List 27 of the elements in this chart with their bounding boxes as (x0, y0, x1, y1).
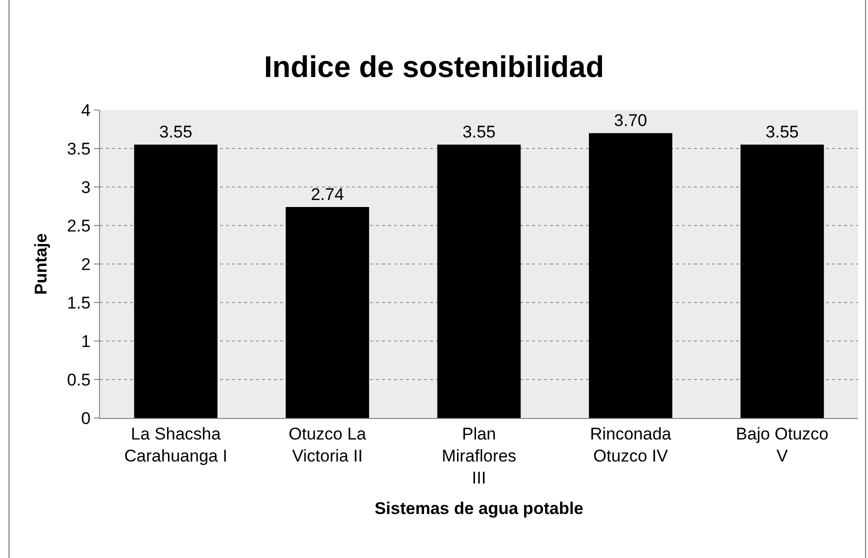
data-label: 3.70 (614, 111, 648, 130)
bar (740, 144, 824, 418)
x-tick-label: Rinconada Otuzco IV (590, 424, 672, 466)
data-label: 3.55 (159, 122, 192, 142)
x-axis-title: Sistemas de agua potable (374, 499, 584, 518)
y-axis-title: Puntaje (32, 233, 51, 295)
x-tick-label: Otuzco La Victoria II (288, 424, 367, 466)
bar (134, 144, 218, 418)
x-tick-label: Plan Miraflores III (442, 424, 516, 488)
data-label: 3.55 (462, 122, 496, 142)
data-label: 3.55 (766, 122, 799, 142)
y-tick-label: 2 (81, 254, 91, 274)
y-tick-label: 0.5 (66, 370, 91, 390)
y-tick-label: 0 (81, 408, 91, 428)
y-tick-label: 1.5 (66, 293, 91, 312)
bar (286, 207, 370, 418)
data-label: 2.74 (310, 185, 344, 204)
y-tick-label: 3 (81, 178, 91, 197)
bar (437, 144, 521, 418)
bar (588, 133, 672, 418)
y-tick-label: 2.5 (66, 216, 91, 236)
x-tick-label: La Shacsha Carahuanga I (124, 424, 228, 466)
y-tick-label: 1 (81, 332, 91, 351)
x-tick-label: Bajo Otuzco V (736, 424, 829, 466)
y-tick-label: 4 (81, 100, 91, 120)
chart-title: Indice de sostenibilidad (264, 50, 604, 84)
y-tick-label: 3.5 (66, 139, 91, 158)
